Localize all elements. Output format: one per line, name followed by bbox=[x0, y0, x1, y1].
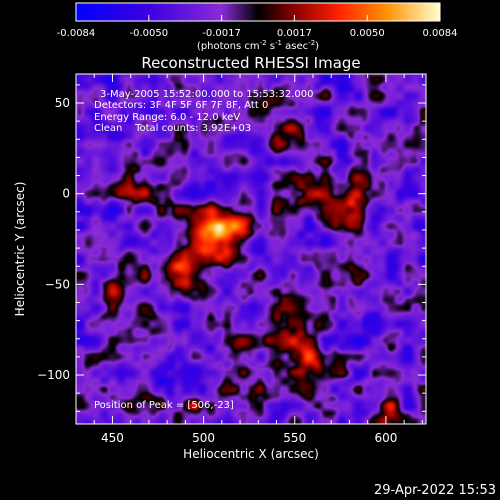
annotation-detectors: Detectors: 3F 4F 5F 6F 7F 8F, Att 0 bbox=[94, 100, 268, 111]
colorbar-unit-label: (photons cm-2 s-1 asec-2) bbox=[197, 39, 319, 52]
annotation-time: 3-May-2005 15:52:00.000 to 15:53:32.000 bbox=[100, 89, 313, 100]
colorbar-tick-label: -0.0017 bbox=[202, 28, 241, 39]
colorbar-tick-label: 0.0084 bbox=[423, 28, 458, 39]
colorbar-tick-label: 0.0017 bbox=[277, 28, 312, 39]
peak-position-label: Position of Peak = [506,-23] bbox=[94, 400, 234, 411]
colorbar-tick-label: 0.0050 bbox=[350, 28, 385, 39]
x-tick-label: 550 bbox=[283, 431, 306, 445]
heatmap-canvas bbox=[76, 74, 426, 424]
y-tick-label: 50 bbox=[55, 96, 70, 110]
plot-frame bbox=[75, 73, 427, 425]
annotation-clean: Clean Total counts: 3.92E+03 bbox=[94, 123, 251, 134]
colorbar-tick-label: -0.0050 bbox=[129, 28, 168, 39]
y-axis-label: Heliocentric Y (arcsec) bbox=[13, 182, 27, 317]
footer-date: 29-Apr-2022 15:53 bbox=[374, 483, 496, 498]
x-tick-label: 500 bbox=[192, 431, 215, 445]
y-tick-label: −100 bbox=[37, 368, 70, 382]
y-tick-label: 0 bbox=[62, 187, 70, 201]
x-tick-label: 600 bbox=[374, 431, 397, 445]
x-axis-label: Heliocentric X (arcsec) bbox=[183, 447, 319, 461]
x-tick-label: 450 bbox=[101, 431, 124, 445]
chart-title: Reconstructed RHESSI Image bbox=[141, 54, 360, 72]
heatmap-container bbox=[76, 74, 426, 424]
colorbar-tick-label: -0.0084 bbox=[57, 28, 96, 39]
colorbar-ticks: -0.0084 -0.0050 -0.0017 0.0017 0.0050 0.0084 bbox=[57, 15, 458, 39]
annotation-energy: Energy Range: 6.0 - 12.0 keV bbox=[94, 112, 240, 123]
colorbar bbox=[75, 2, 441, 22]
y-tick-label: −50 bbox=[45, 277, 70, 291]
